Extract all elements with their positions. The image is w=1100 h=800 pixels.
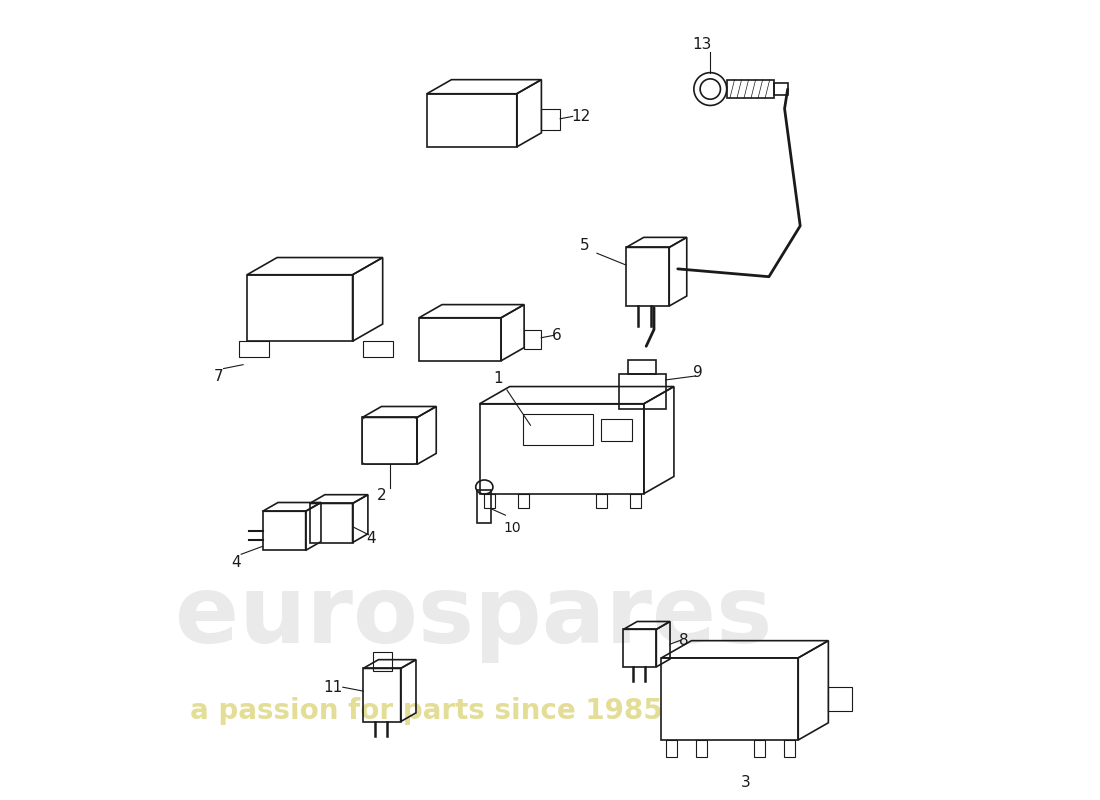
Text: 11: 11 [323, 680, 343, 694]
Bar [619, 374, 666, 409]
Bar [518, 494, 529, 508]
Bar [601, 419, 632, 441]
Bar [667, 740, 678, 757]
Bar [373, 652, 392, 671]
Bar [696, 740, 707, 757]
Text: a passion for parts since 1985: a passion for parts since 1985 [190, 697, 663, 725]
Text: 9: 9 [693, 365, 703, 379]
Bar [524, 330, 541, 349]
Bar [596, 494, 607, 508]
Text: 2: 2 [377, 488, 387, 503]
Bar [239, 342, 268, 357]
Text: 3: 3 [740, 775, 750, 790]
Text: eurospares: eurospares [175, 571, 772, 663]
Bar [773, 82, 788, 95]
Bar [363, 342, 393, 357]
Text: 1: 1 [494, 371, 503, 386]
Text: 10: 10 [503, 521, 520, 534]
Bar [828, 687, 851, 710]
Text: 8: 8 [679, 633, 689, 648]
Bar [484, 494, 495, 508]
Text: 12: 12 [571, 109, 591, 124]
Text: 4: 4 [231, 554, 241, 570]
Bar [541, 110, 560, 130]
Text: 4: 4 [366, 531, 376, 546]
Text: 7: 7 [213, 369, 223, 384]
Bar [784, 740, 795, 757]
Bar [477, 490, 492, 523]
Bar [628, 360, 657, 374]
Bar [727, 80, 773, 98]
Bar [630, 494, 640, 508]
Bar [522, 414, 593, 445]
Text: 13: 13 [693, 37, 712, 51]
Bar [755, 740, 766, 757]
Text: 6: 6 [551, 328, 561, 343]
Text: 5: 5 [580, 238, 590, 253]
